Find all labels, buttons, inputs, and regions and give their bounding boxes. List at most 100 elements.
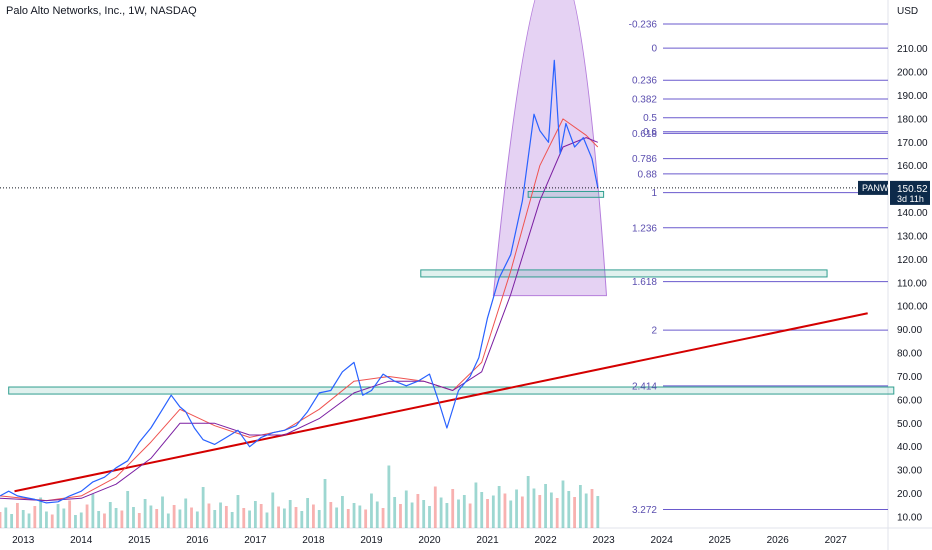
volume-bar [352,503,356,528]
price-tick-label: 40.00 [897,442,922,453]
volume-bar [532,488,536,528]
volume-bar [74,515,77,528]
price-tick-label: 110.00 [897,278,927,289]
volume-bar [584,493,588,528]
volume-bar [341,496,344,528]
time-tick-label: 2014 [70,535,93,546]
volume-bar [416,494,420,528]
volume-bar [300,511,304,528]
time-tick-label: 2021 [476,535,499,546]
fib-label: 2.414 [632,381,657,392]
time-tick-label: 2018 [302,535,325,546]
arc-shape [492,0,608,297]
price-axis: 10.00 20.00 30.00 40.00 50.00 60.00 70.00 80.00… [897,44,928,523]
volume-bar [97,511,101,528]
time-tick-label: 2020 [418,535,441,546]
volume-bar [549,492,553,528]
time-axis: 2013 2014 2015 2016 2017 2018 2019 2020 2021 2022… [12,535,847,546]
volume-bar [410,502,414,528]
fib-label: 2 [651,326,657,337]
price-tick-label: 140.00 [897,208,928,219]
price-tick-label: 130.00 [897,231,928,242]
volume-bar [39,497,43,528]
volume-bar [462,495,466,528]
volume-bar [79,512,83,528]
arc-overlay [492,0,608,297]
volume-bar [108,502,112,528]
volume-bar [68,500,72,528]
price-line [0,59,599,504]
volume-bar [56,504,60,528]
volume-bar [21,510,25,528]
volume-bar [515,489,518,528]
time-tick-label: 2022 [534,535,557,546]
volume-bar [143,499,147,528]
volume-bar [306,498,310,528]
volume-bar [404,490,408,528]
volume-bar [544,484,547,528]
price-tag: PANW 150.52 3d 11h [858,180,930,205]
volume-bar [538,495,542,528]
volume-bar [132,507,135,528]
volume-bar [445,503,449,528]
volume-bar [573,497,576,528]
volume-bar [387,465,391,528]
volume-bar [91,494,95,528]
volume-bar [312,504,315,528]
price-tick-label: 200.00 [897,68,928,79]
volume-bar [85,504,89,528]
volume-bar [480,492,484,528]
ema-slow-line [0,137,598,502]
volume-bars [0,465,600,528]
volume-bar [62,508,66,528]
volume-bar [0,512,2,528]
volume-bar [190,507,193,528]
time-tick-label: 2024 [651,535,674,546]
price-tick-label: 20.00 [897,489,922,500]
time-tick-label: 2016 [186,535,209,546]
volume-bar [126,491,130,528]
volume-bar [393,497,397,528]
chart-title: Palo Alto Networks, Inc., 1W, NASDAQ [6,5,197,17]
volume-bar [149,505,153,528]
volume-bar [486,499,489,528]
volume-bar [201,487,205,528]
volume-bar [172,505,176,528]
volume-bar [596,496,600,528]
volume-bar [433,486,437,528]
price-tick-label: 160.00 [897,161,928,172]
time-tick-label: 2019 [360,535,383,546]
volume-bar [561,480,565,528]
price-tag-countdown: 3d 11h [897,194,924,204]
volume-bar [207,503,211,528]
volume-bar [277,506,280,528]
price-tick-label: 30.00 [897,466,922,477]
volume-bar [45,511,48,528]
price-tag-value: 150.52 [897,184,928,195]
trendline-line [14,312,868,493]
volume-bar [457,499,460,528]
volume-bar [10,514,14,528]
volume-bar [178,509,182,528]
price-tick-label: 60.00 [897,395,922,406]
price-tick-label: 70.00 [897,372,922,383]
fib-label: 0.88 [638,169,658,180]
price-tag-symbol-bg [858,180,888,195]
volume-bar [288,500,292,528]
volume-bar [50,514,54,528]
time-tick-label: 2017 [244,535,267,546]
volume-bar [428,506,431,528]
ema-fast-line [0,118,599,502]
fib-label: -0.236 [629,20,658,31]
volume-bar [195,511,199,528]
time-tick-label: 2027 [825,535,848,546]
volume-bar [520,496,524,528]
volume-bar [468,503,472,528]
volume-bar [497,486,501,528]
volume-bar [224,506,228,528]
volume-bar [161,496,164,528]
volume-bar [219,502,222,528]
